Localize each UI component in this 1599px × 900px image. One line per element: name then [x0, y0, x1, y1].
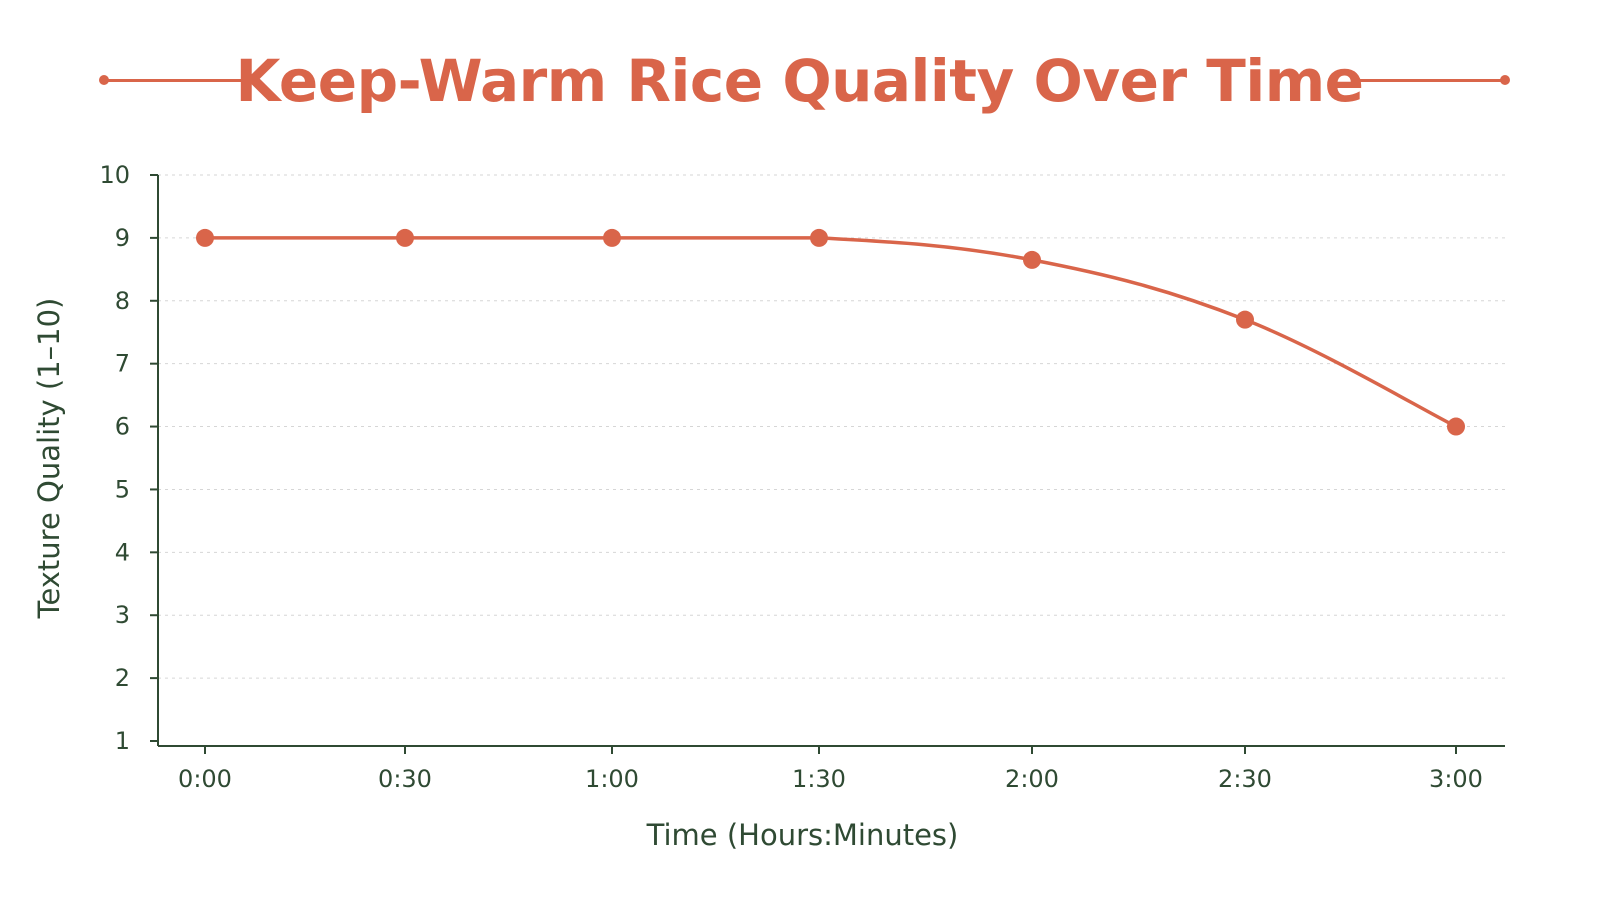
x-tick-label: 3:00	[1429, 765, 1483, 793]
x-tick-label: 2:30	[1218, 765, 1272, 793]
data-point	[1447, 417, 1465, 436]
data-point	[396, 228, 414, 247]
y-tick-label: 7	[115, 350, 130, 378]
x-tick-label: 1:30	[792, 765, 846, 793]
y-tick-label: 9	[115, 224, 130, 252]
chart-title: Keep-Warm Rice Quality Over Time	[235, 47, 1365, 115]
y-tick-label: 6	[115, 413, 130, 441]
data-point	[603, 228, 621, 247]
y-tick-label: 1	[115, 727, 130, 755]
y-tick-label: 3	[115, 601, 130, 629]
x-tick-label: 2:00	[1005, 765, 1059, 793]
x-tick-label: 0:30	[378, 765, 432, 793]
y-tick-label: 10	[99, 161, 130, 189]
data-point	[1023, 250, 1041, 269]
title-decoration-right-line	[1355, 79, 1505, 82]
x-tick-label: 0:00	[178, 765, 232, 793]
series-line	[203, 236, 1458, 429]
x-axis-title: Time (Hours:Minutes)	[646, 818, 959, 852]
title-decoration-left-dot	[99, 75, 109, 85]
data-point	[810, 228, 828, 247]
y-tick-label: 8	[115, 287, 130, 315]
data-point	[1236, 310, 1254, 329]
y-tick-label: 2	[115, 664, 130, 692]
y-tick-label: 4	[115, 538, 130, 566]
title-decoration-left-line	[104, 79, 254, 82]
title-area: Keep-Warm Rice Quality Over Time	[0, 36, 1599, 126]
title-decoration-right-dot	[1500, 75, 1510, 85]
x-tick-label: 1:00	[585, 765, 639, 793]
y-tick-label: 5	[115, 475, 130, 503]
y-axis-title: Texture Quality (1–10)	[32, 298, 66, 620]
data-point	[196, 228, 214, 247]
